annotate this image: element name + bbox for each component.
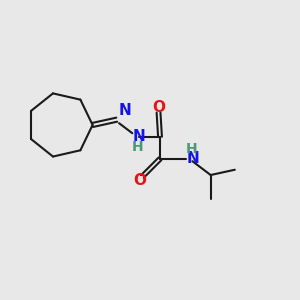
Text: O: O (133, 172, 146, 188)
Text: H: H (131, 140, 143, 154)
Text: N: N (118, 103, 131, 118)
Text: N: N (187, 151, 200, 166)
Text: H: H (186, 142, 197, 155)
Text: N: N (133, 129, 146, 144)
Text: O: O (152, 100, 165, 115)
